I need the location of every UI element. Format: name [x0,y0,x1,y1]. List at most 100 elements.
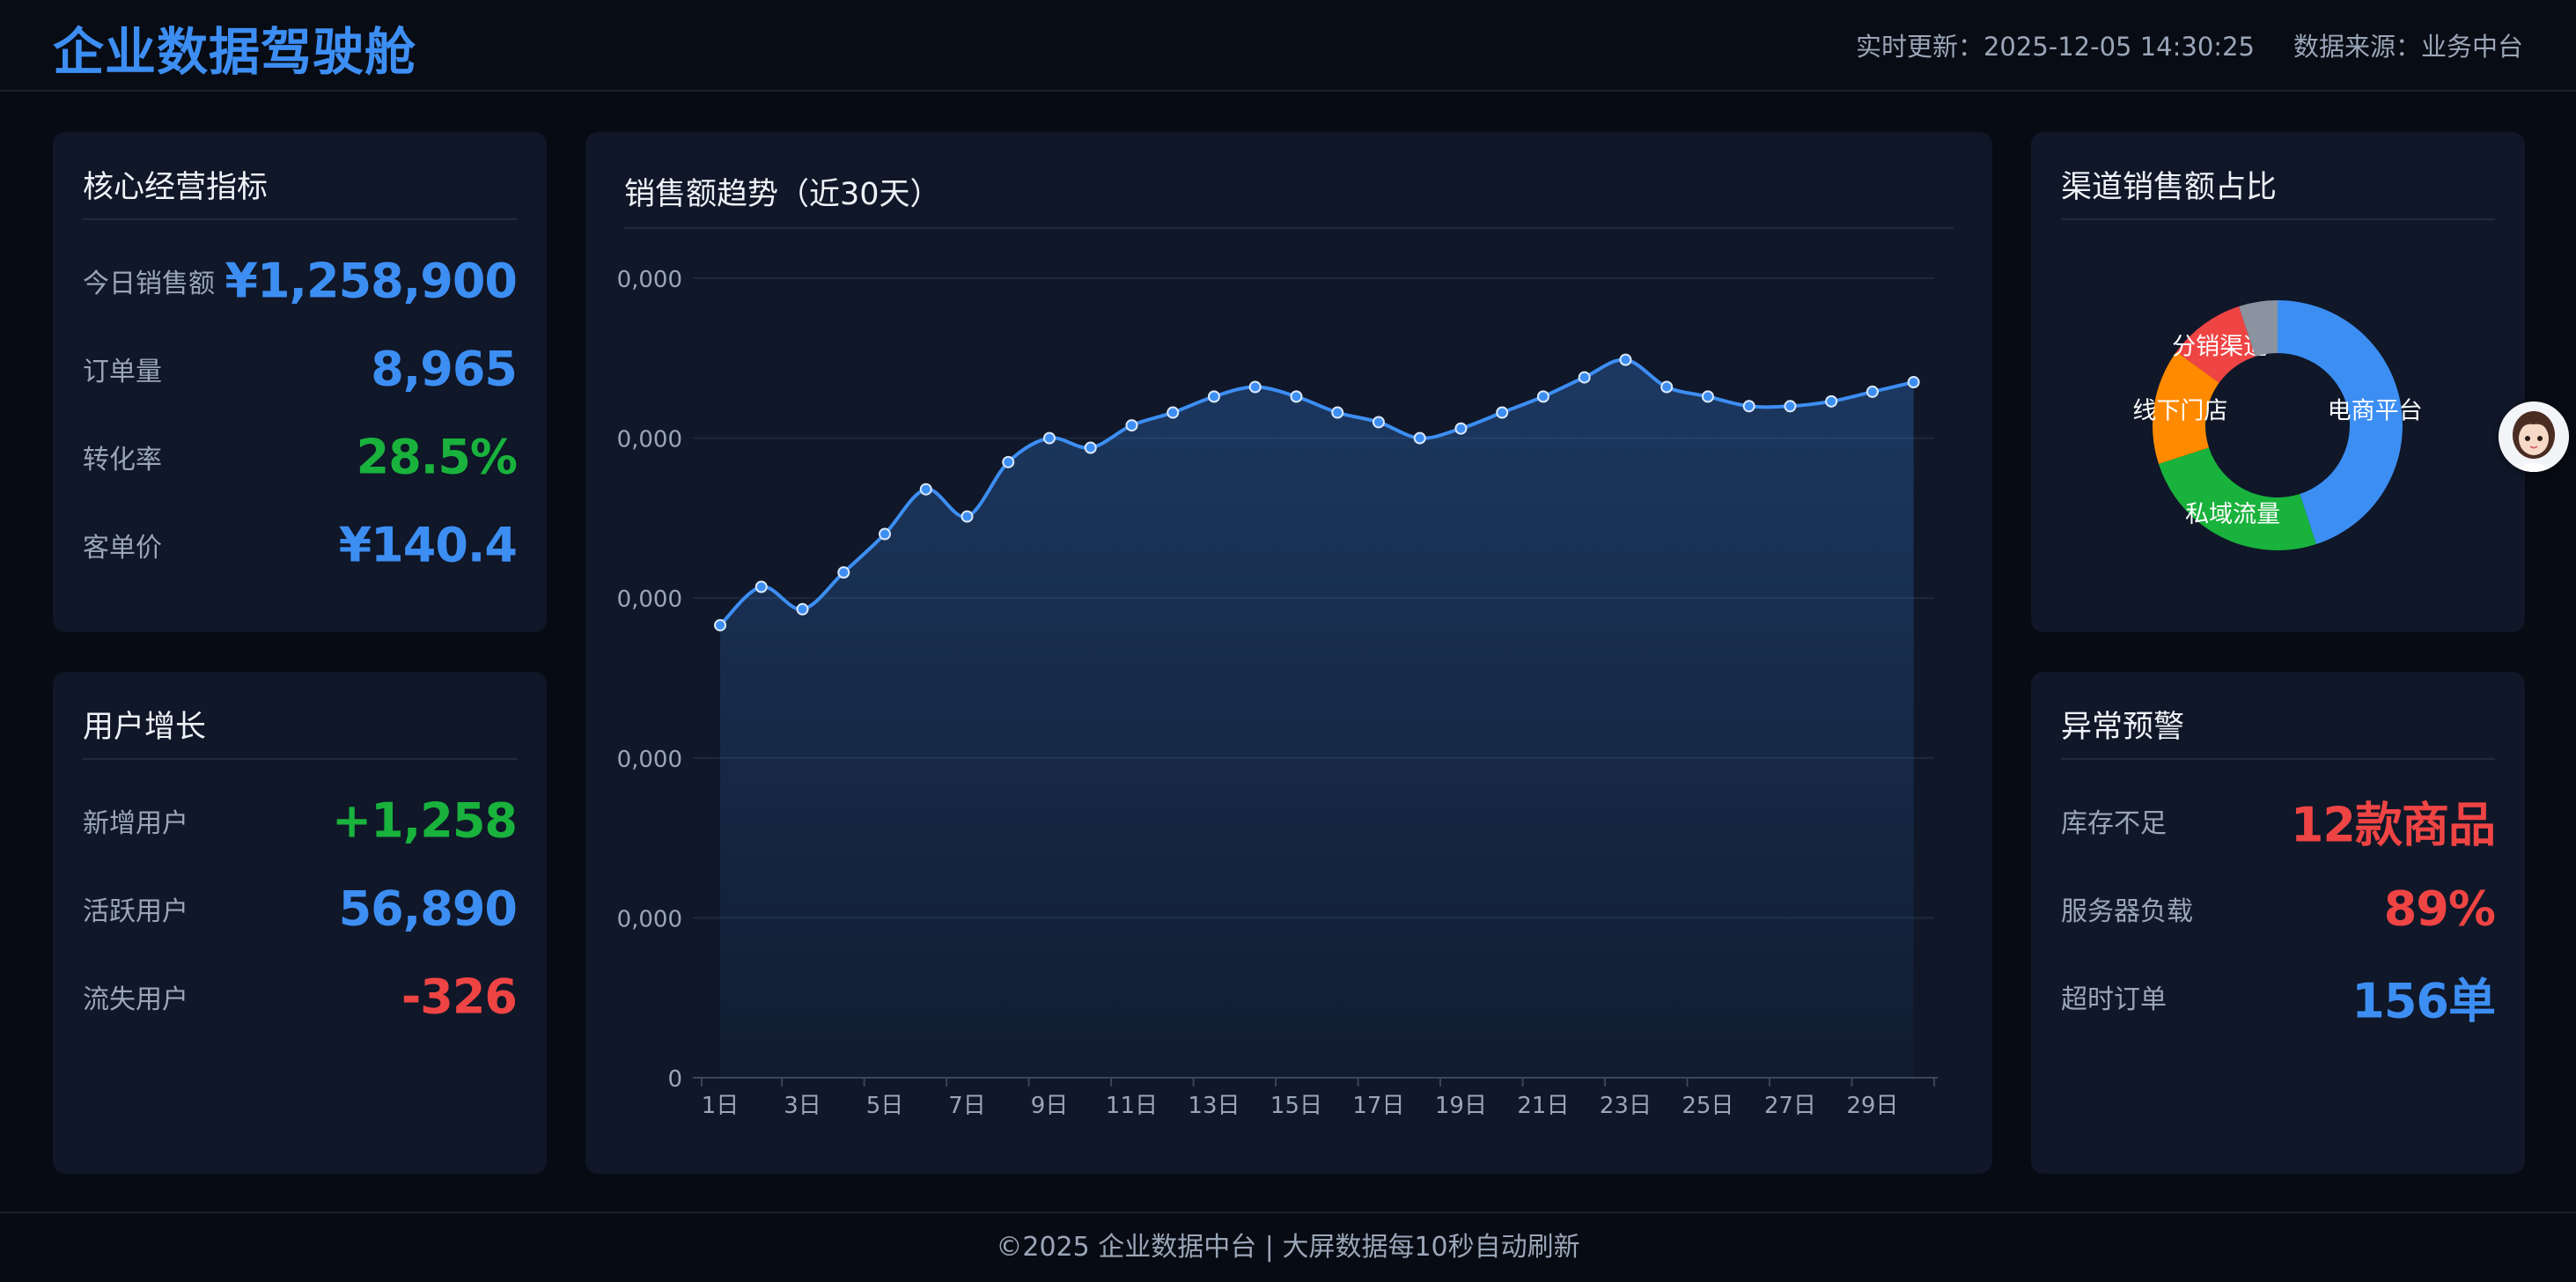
data-point[interactable] [1042,431,1056,445]
data-point[interactable] [1866,385,1879,398]
sales-trend-chart: 0 0,000 0,000 0,000 0,000 0,000 1日 3日 5日 7日 9日 11日 1… [617,267,1938,1119]
data-point[interactable] [1454,422,1468,435]
metric-row-sales: 今日销售额 ¥1,258,900 [83,250,518,312]
data-point[interactable] [1784,400,1797,413]
data-point[interactable] [879,527,892,541]
slice-label: 私域流量 [2185,501,2280,528]
data-point[interactable] [1084,441,1097,454]
x-tick-label: 11日 [1106,1093,1158,1119]
x-tick-label: 29日 [1846,1093,1898,1119]
alert-panel: 异常预警 库存不足 12款商品 服务器负载 89% 超时订单 156单 [2031,672,2525,1174]
data-point[interactable] [754,580,768,593]
x-tick-label: 1日 [702,1093,740,1119]
alert-label: 超时订单 [2061,984,2167,1015]
metric-value: 8,965 [371,341,518,397]
metric-label: 活跃用户 [83,896,188,927]
data-point[interactable] [1619,353,1632,366]
metric-row-orders: 订单量 8,965 [83,338,518,400]
data-point[interactable] [1825,394,1838,408]
data-point[interactable] [1248,380,1262,394]
data-point[interactable] [1290,390,1303,403]
pie-slice[interactable] [2278,300,2403,545]
metric-value: -326 [401,969,518,1025]
metric-row-churned-users: 流失用户 -326 [83,966,518,1028]
series-area [720,359,1914,1079]
metric-row-conversion: 转化率 28.5% [83,426,518,488]
kpi-panel-title: 核心经营指标 [83,170,269,205]
pie-slice[interactable] [2239,300,2278,357]
assistant-avatar-icon [2499,402,2569,472]
data-point[interactable] [1167,406,1180,419]
metric-label: 今日销售额 [83,269,215,299]
slice-label: 电商平台 [2328,397,2423,424]
alert-label: 服务器负载 [2061,896,2193,927]
divider [83,218,517,220]
alert-value: 89% [2383,880,2496,937]
divider [2061,218,2495,220]
sales-trend-panel: 销售额趋势（近30天） 0 0,000 0,000 0,000 0,000 0,000 1日… [585,132,1992,1174]
data-point[interactable] [1701,390,1714,403]
alert-value: 156单 [2352,973,2496,1029]
data-point[interactable] [1413,431,1426,445]
metric-value: ¥1,258,900 [224,253,518,309]
app-title: 企业数据驾驶舱 [53,22,417,82]
x-tick-label: 3日 [784,1093,821,1119]
metric-value: +1,258 [331,792,518,849]
y-tick-label: 0,000 [617,267,682,293]
assistant-avatar-button[interactable] [2499,402,2569,472]
x-tick-label: 17日 [1352,1093,1404,1119]
divider [624,227,1954,229]
data-point[interactable] [1496,406,1509,419]
pie-title: 渠道销售额占比 [2061,170,2278,205]
data-point[interactable] [1660,380,1674,394]
data-point[interactable] [1207,390,1220,403]
slice-label: 线下门店 [2132,397,2227,424]
alert-row-timeout: 超时订单 156单 [2061,966,2496,1029]
data-point[interactable] [796,602,809,615]
alert-value: 12款商品 [2290,797,2496,853]
metric-row-active-users: 活跃用户 56,890 [83,878,518,939]
alert-row-server: 服务器负载 89% [2061,878,2496,939]
y-tick-label: 0,000 [617,906,682,932]
chart-title: 销售额趋势（近30天） [624,177,941,212]
data-point[interactable] [1002,455,1015,468]
pie-slice[interactable] [2176,306,2256,383]
data-point[interactable] [1331,406,1344,419]
update-info: 实时更新：2025-12-05 14:30:25 [1856,26,2255,63]
user-panel-title: 用户增长 [83,710,207,745]
alert-panel-title: 异常预警 [2061,710,2185,745]
metric-value: 28.5% [356,429,518,485]
divider [2061,758,2495,760]
y-tick-label: 0 [667,1066,682,1093]
metric-row-new-users: 新增用户 +1,258 [83,790,518,851]
metric-value: 56,890 [338,880,518,937]
pie-slice[interactable] [2158,447,2316,550]
metric-label: 流失用户 [83,984,188,1015]
data-point[interactable] [1536,390,1549,403]
footer-text: ©2025 企业数据中台 | 大屏数据每10秒自动刷新 [996,1232,1580,1263]
data-point[interactable] [1125,419,1138,432]
data-point[interactable] [1742,400,1755,413]
source-value: 业务中台 [2420,32,2523,62]
y-tick-label: 0,000 [617,747,682,773]
top-bar: 企业数据驾驶舱 实时更新：2025-12-05 14:30:25 数据来源：业务… [0,0,2576,92]
header-meta: 实时更新：2025-12-05 14:30:25 数据来源：业务中台 [1856,26,2523,63]
data-point[interactable] [1907,376,1920,389]
x-tick-label: 15日 [1270,1093,1322,1119]
source-info: 数据来源：业务中台 [2293,26,2523,63]
kpi-panel: 核心经营指标 今日销售额 ¥1,258,900 订单量 8,965 转化率 28… [53,132,547,632]
data-point[interactable] [1578,371,1591,384]
data-point[interactable] [919,483,932,496]
metric-value: ¥140.4 [338,517,518,573]
update-label: 实时更新： [1855,32,1984,62]
data-point[interactable] [714,619,727,632]
data-point[interactable] [837,566,850,579]
x-tick-label: 5日 [866,1093,904,1119]
alert-label: 库存不足 [2061,808,2167,839]
data-point[interactable] [960,510,974,523]
pie-slice[interactable] [2153,351,2219,464]
x-tick-label: 13日 [1188,1093,1240,1119]
data-point[interactable] [1372,416,1385,429]
metric-row-aov: 客单价 ¥140.4 [83,514,518,576]
